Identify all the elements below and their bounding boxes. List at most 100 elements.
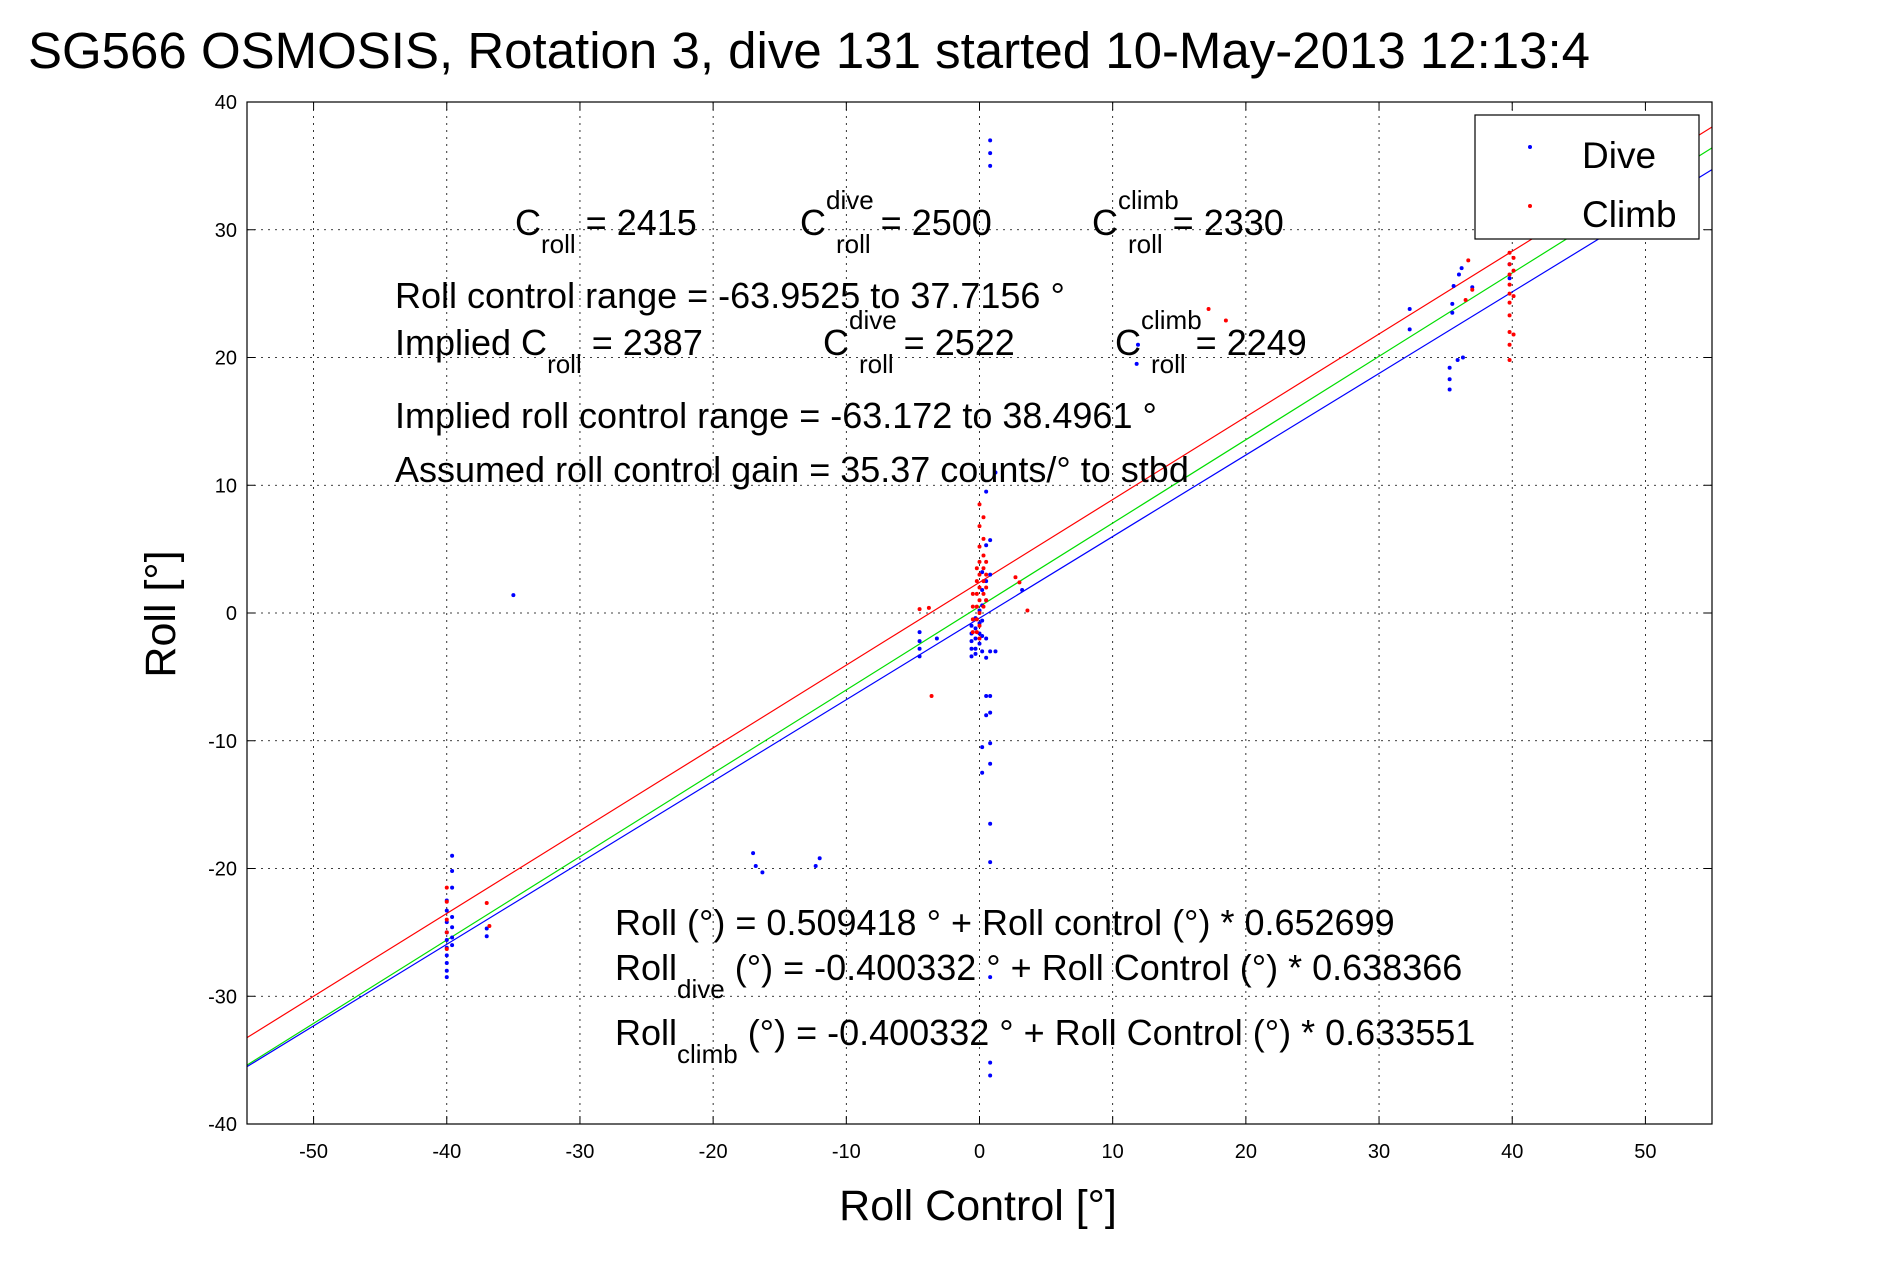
- x-tick-label: 20: [1235, 1141, 1257, 1163]
- x-tick-label: -20: [699, 1141, 728, 1163]
- climb-point: [1511, 332, 1516, 337]
- c-roll-annotation: Croll = 2415: [515, 202, 697, 259]
- climb-point: [977, 585, 982, 590]
- dive-point: [988, 694, 993, 699]
- climb-point: [974, 604, 979, 609]
- gain-text: Assumed roll control gain = 35.37 counts…: [395, 449, 1189, 490]
- dive-point: [988, 1073, 993, 1078]
- dive-point: [988, 975, 993, 980]
- climb-point: [974, 566, 979, 571]
- dive-point: [1135, 342, 1140, 347]
- legend-climb-label: Climb: [1582, 194, 1677, 235]
- dive-point: [444, 975, 449, 980]
- climb-point: [1507, 329, 1512, 334]
- climb-point: [977, 623, 982, 628]
- dive-point: [988, 741, 993, 746]
- fit-line: [246, 126, 1713, 1039]
- climb-point: [970, 630, 975, 635]
- climb-point: [977, 611, 982, 615]
- climb-point: [1511, 255, 1516, 260]
- x-axis-ticks: -50 -40 -30 -20 -10 0 10 20 30 40 50: [299, 102, 1657, 1163]
- dive-point: [444, 908, 449, 913]
- climb-point: [981, 591, 986, 596]
- dive-point: [813, 863, 818, 868]
- climb-point: [981, 515, 986, 520]
- climb-point: [977, 598, 982, 603]
- dive-point: [1507, 276, 1512, 281]
- climb-point: [984, 585, 989, 590]
- dive-point: [917, 639, 922, 644]
- y-tick-label: 10: [215, 475, 237, 497]
- climb-point: [929, 694, 934, 699]
- climb-point: [1470, 287, 1475, 292]
- y-tick-label: -30: [208, 986, 237, 1008]
- x-tick-label: -30: [566, 1141, 595, 1163]
- dive-point: [969, 654, 974, 659]
- fit-line: [246, 169, 1713, 1068]
- x-tick-label: 50: [1634, 1141, 1656, 1163]
- dive-point: [988, 710, 993, 715]
- dive-point: [1407, 306, 1412, 311]
- climb-point: [1507, 250, 1512, 255]
- dive-point: [988, 138, 993, 143]
- dive-point: [988, 1060, 993, 1065]
- dive-point: [984, 543, 989, 548]
- implied-c-roll-dive-annotation: Cdive roll = 2522: [823, 305, 1015, 379]
- climb-point: [1206, 306, 1211, 311]
- dive-point: [969, 623, 974, 628]
- dive-point: [988, 572, 993, 577]
- dive-point: [450, 869, 455, 874]
- y-tick-label: 30: [215, 220, 237, 242]
- dive-point: [988, 821, 993, 826]
- climb-point: [974, 591, 979, 596]
- climb-point: [444, 946, 449, 951]
- x-tick-label: 40: [1501, 1141, 1523, 1163]
- implied-range-text: Implied roll control range = -63.172 to …: [395, 395, 1157, 436]
- fit-lines: [246, 126, 1713, 1068]
- climb-point: [1025, 608, 1030, 613]
- climb-point: [974, 579, 979, 584]
- dive-point: [988, 538, 993, 543]
- dive-point: [450, 943, 455, 948]
- x-tick-label: 10: [1102, 1141, 1124, 1163]
- dive-point: [993, 470, 998, 475]
- y-tick-label: -20: [208, 859, 237, 881]
- dive-point: [753, 863, 758, 868]
- climb-point: [970, 604, 975, 609]
- climb-point: [981, 604, 986, 609]
- climb-point: [1466, 258, 1471, 263]
- dive-point: [817, 856, 822, 861]
- climb-point: [1013, 575, 1018, 580]
- climb-point: [974, 630, 979, 635]
- dive-point: [980, 633, 985, 638]
- dive-point: [988, 151, 993, 156]
- climb-point: [984, 598, 989, 603]
- dive-point: [444, 938, 449, 943]
- climb-point: [981, 553, 986, 558]
- dive-point: [450, 915, 455, 920]
- dive-point: [984, 713, 989, 718]
- climb-point: [1463, 298, 1468, 303]
- dive-point: [980, 649, 985, 654]
- dive-point: [973, 651, 978, 656]
- legend-box: [1474, 114, 1700, 240]
- climb-point: [444, 885, 449, 890]
- climb-point: [977, 572, 982, 577]
- climb-point: [1507, 342, 1512, 347]
- dive-point: [969, 646, 974, 651]
- climb-point: [484, 900, 489, 905]
- fit-equation-dive: Rolldive (°) = -0.400332 ° + Roll Contro…: [615, 947, 1462, 1004]
- dive-point: [993, 649, 998, 654]
- data-points: [444, 138, 1516, 1078]
- y-tick-label: 0: [226, 603, 237, 625]
- climb-point: [926, 605, 931, 610]
- dive-point: [444, 953, 449, 958]
- dive-point: [917, 646, 922, 651]
- climb-point: [970, 591, 975, 596]
- climb-point: [977, 544, 982, 549]
- y-tick-label: 40: [215, 92, 237, 114]
- legend-dive-label: Dive: [1582, 135, 1656, 176]
- fit-line: [246, 147, 1713, 1066]
- climb-point: [1511, 268, 1516, 273]
- climb-point: [981, 579, 986, 584]
